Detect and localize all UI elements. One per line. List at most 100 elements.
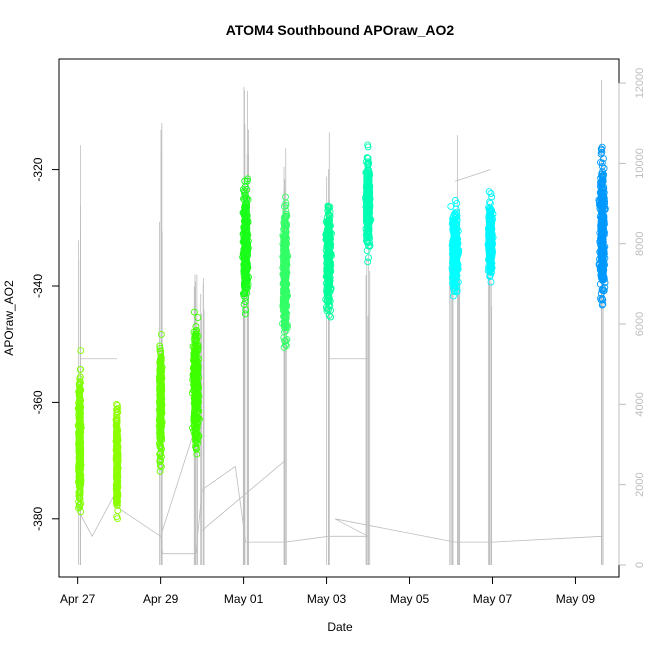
data-point [192, 323, 200, 330]
data-point [157, 350, 165, 358]
data-point [191, 373, 199, 381]
data-point [487, 268, 495, 276]
data-point [324, 238, 332, 246]
data-point [487, 278, 495, 286]
data-point [193, 445, 200, 453]
data-point [282, 247, 290, 254]
data-point [195, 415, 203, 423]
data-point [243, 276, 251, 284]
data-point [243, 234, 250, 242]
data-point [598, 162, 606, 170]
data-point [597, 218, 605, 226]
data-point [156, 467, 164, 475]
data-point [281, 341, 289, 349]
data-point [75, 426, 83, 434]
data-point [282, 207, 290, 215]
data-point [281, 251, 289, 259]
data-point [157, 442, 165, 450]
data-point [325, 248, 333, 256]
data-point [242, 274, 250, 282]
data-point [323, 232, 331, 240]
data-point [76, 494, 84, 502]
x-tick-label: May 09 [556, 592, 596, 606]
y-left-tick-label: -320 [31, 157, 45, 181]
data-point [363, 229, 371, 237]
y-axis-left: -380 -360 -340 -320 [31, 157, 60, 531]
data-point [194, 314, 202, 322]
data-point [453, 230, 461, 238]
data-point [486, 233, 494, 241]
data-point [326, 208, 334, 216]
data-point [486, 198, 493, 206]
data-point [323, 296, 331, 304]
data-point [449, 222, 457, 230]
data-point [598, 286, 606, 294]
data-point [77, 347, 85, 355]
data-point [113, 413, 121, 421]
data-point [242, 306, 250, 314]
data-point [365, 254, 372, 262]
data-point [75, 432, 83, 440]
data-point [283, 210, 290, 218]
data-point [599, 275, 607, 283]
data-point [487, 190, 495, 197]
chart-title: ATOM4 Southbound APOraw_AO2 [226, 22, 455, 38]
x-axis: Apr 27 Apr 29 May 01 May 03 May 05 May 07 May … [60, 576, 596, 606]
data-point [323, 213, 331, 221]
data-point [599, 188, 607, 196]
data-point [76, 396, 84, 404]
y-right-tick-label: 6000 [634, 312, 646, 336]
data-point [363, 172, 371, 180]
y-axis-label: APOraw_AO2 [2, 280, 16, 356]
data-point [244, 175, 252, 183]
data-point [486, 222, 494, 230]
data-point [601, 198, 608, 206]
data-point [324, 289, 332, 297]
data-point [76, 458, 84, 466]
y-left-tick-label: -360 [31, 390, 45, 414]
data-point [243, 277, 250, 285]
data-point [76, 461, 84, 469]
data-point [156, 347, 164, 355]
data-point [241, 241, 249, 249]
data-point [325, 311, 333, 319]
data-point [75, 504, 83, 512]
data-point [113, 501, 121, 509]
data-point [76, 452, 84, 460]
x-tick-label: May 07 [473, 592, 513, 606]
data-point [155, 422, 163, 430]
data-point [191, 356, 199, 364]
data-point [191, 385, 199, 393]
data-point [75, 501, 83, 509]
data-point [241, 298, 249, 306]
data-point [597, 178, 605, 186]
data-point [281, 233, 288, 241]
x-tick-label: May 01 [224, 592, 264, 606]
data-point [599, 258, 607, 266]
data-point [241, 288, 249, 296]
data-point [76, 475, 84, 482]
data-point [156, 427, 164, 435]
y-right-tick-label: 4000 [634, 392, 646, 416]
data-point [191, 380, 199, 388]
data-point [158, 409, 165, 417]
data-point [75, 389, 83, 397]
data-point [242, 210, 250, 218]
data-point [242, 220, 250, 228]
data-point [363, 192, 371, 200]
data-point [364, 182, 372, 190]
data-point [113, 499, 121, 507]
data-point [598, 146, 605, 154]
data-point [156, 367, 164, 375]
data-point [191, 430, 199, 438]
data-point [156, 344, 164, 352]
data-point [598, 301, 606, 309]
data-point [242, 248, 250, 255]
data-point [364, 143, 372, 151]
x-axis-label: Date [327, 620, 353, 634]
data-point [451, 285, 459, 293]
data-point [157, 389, 165, 397]
data-point [598, 240, 605, 248]
data-point [242, 237, 250, 245]
